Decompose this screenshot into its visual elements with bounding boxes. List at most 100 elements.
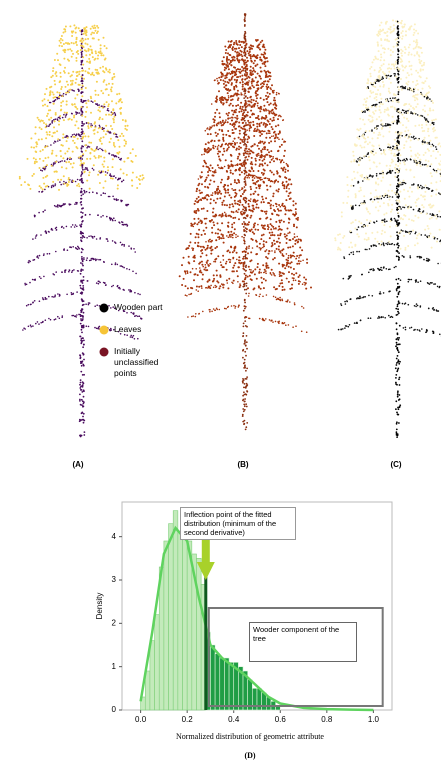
point [79, 84, 81, 86]
point [257, 207, 259, 209]
point [83, 100, 85, 102]
point [59, 118, 61, 120]
point [245, 293, 247, 295]
point [94, 59, 96, 61]
point [283, 140, 285, 142]
point [243, 109, 245, 111]
point [129, 269, 131, 271]
point [257, 229, 259, 231]
point [80, 92, 82, 94]
point [241, 165, 243, 167]
point [192, 249, 194, 251]
point [197, 201, 199, 203]
point [400, 52, 402, 54]
point [418, 162, 420, 164]
point [58, 120, 60, 122]
point [206, 287, 208, 289]
point [234, 247, 236, 249]
point [387, 123, 389, 125]
point [210, 164, 212, 166]
point [398, 363, 400, 365]
point [79, 285, 81, 287]
point [227, 88, 229, 90]
point [395, 367, 397, 369]
point [72, 180, 74, 182]
point [247, 276, 249, 278]
point [193, 226, 195, 228]
point [245, 266, 247, 268]
point [381, 316, 383, 318]
point [245, 167, 247, 169]
point [247, 224, 249, 226]
point [254, 60, 256, 62]
point [63, 203, 65, 205]
point [260, 41, 262, 43]
point [93, 155, 95, 157]
point [277, 234, 279, 236]
point [59, 139, 61, 141]
point [249, 49, 251, 51]
point [287, 299, 289, 301]
point [398, 292, 400, 294]
point [227, 144, 229, 146]
point [84, 431, 86, 433]
point [372, 151, 374, 153]
point [419, 257, 421, 259]
point [282, 254, 284, 256]
point [398, 120, 400, 122]
point [126, 174, 128, 176]
point [250, 70, 252, 72]
point [257, 54, 259, 56]
point [374, 199, 376, 201]
point [216, 309, 218, 311]
point [113, 73, 115, 75]
point [270, 200, 272, 202]
point [282, 289, 284, 291]
point [350, 205, 352, 207]
point [79, 30, 81, 32]
point [85, 214, 87, 216]
point [73, 115, 75, 117]
point [225, 98, 227, 100]
point [237, 275, 239, 277]
point [235, 109, 237, 111]
point [79, 134, 81, 136]
point [266, 76, 268, 78]
point [108, 114, 110, 116]
point [240, 195, 242, 197]
point [429, 98, 431, 100]
point [400, 279, 402, 281]
point [242, 193, 244, 195]
point [35, 126, 37, 128]
point [89, 171, 91, 173]
point [82, 131, 84, 133]
point [397, 61, 399, 63]
point [42, 160, 44, 162]
point [417, 210, 419, 212]
point [221, 124, 223, 126]
point [390, 147, 392, 149]
point [102, 215, 104, 217]
point [407, 110, 409, 112]
point [275, 114, 277, 116]
point [402, 87, 404, 89]
point [244, 94, 246, 96]
point [273, 117, 275, 119]
point [253, 287, 255, 289]
point [240, 147, 242, 149]
point [245, 109, 247, 111]
point [268, 253, 270, 255]
point [88, 48, 90, 50]
point [269, 161, 271, 163]
point [233, 66, 235, 68]
point [239, 108, 241, 110]
point [52, 75, 54, 77]
point [58, 189, 60, 191]
point [72, 140, 74, 142]
point [279, 176, 281, 178]
point [113, 132, 115, 134]
point [417, 329, 419, 331]
point [278, 210, 280, 212]
point [400, 231, 402, 233]
point [86, 259, 88, 261]
